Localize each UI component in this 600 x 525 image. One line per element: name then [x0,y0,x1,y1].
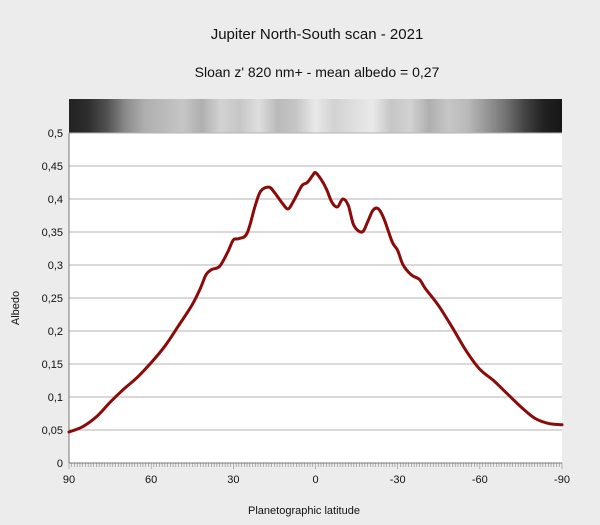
x-tick-label: 0 [312,474,318,486]
y-tick-label: 0,25 [42,293,63,305]
y-tick-labels: 0 0,05 0,1 0,15 0,2 0,25 0,3 0,35 0,4 0,45 0,5 [42,128,63,470]
gridlines [69,132,562,464]
x-tick-label: 90 [63,474,75,486]
y-tick-label: 0,4 [48,194,63,206]
y-axis-title: Albedo [10,291,22,325]
y-tick-label: 0,45 [42,161,63,173]
y-tick-label: 0,05 [42,425,63,437]
x-minor-ticks [68,463,563,469]
x-tick-label: -30 [390,474,406,486]
y-tick-label: 0,3 [48,260,63,272]
x-tick-label: -60 [472,474,488,486]
albedo-series-line [67,170,564,434]
scan-strip [69,99,562,133]
x-tick-label: -90 [554,474,570,486]
x-tick-label: 60 [145,474,157,486]
y-tick-label: 0,5 [48,128,63,140]
x-tick-label: 30 [227,474,239,486]
x-axis-title: Planetographic latitude [248,505,360,517]
chart-title: Jupiter North-South scan - 2021 [211,26,424,43]
y-tick-label: 0 [57,458,63,470]
y-tick-label: 0,35 [42,227,63,239]
y-tick-label: 0,15 [42,359,63,371]
y-tick-label: 0,2 [48,326,63,338]
x-tick-labels: 90 60 30 0 -30 -60 -90 [63,474,570,486]
y-tick-label: 0,1 [48,392,63,404]
chart-subtitle: Sloan z' 820 nm+ - mean albedo = 0,27 [195,64,440,80]
